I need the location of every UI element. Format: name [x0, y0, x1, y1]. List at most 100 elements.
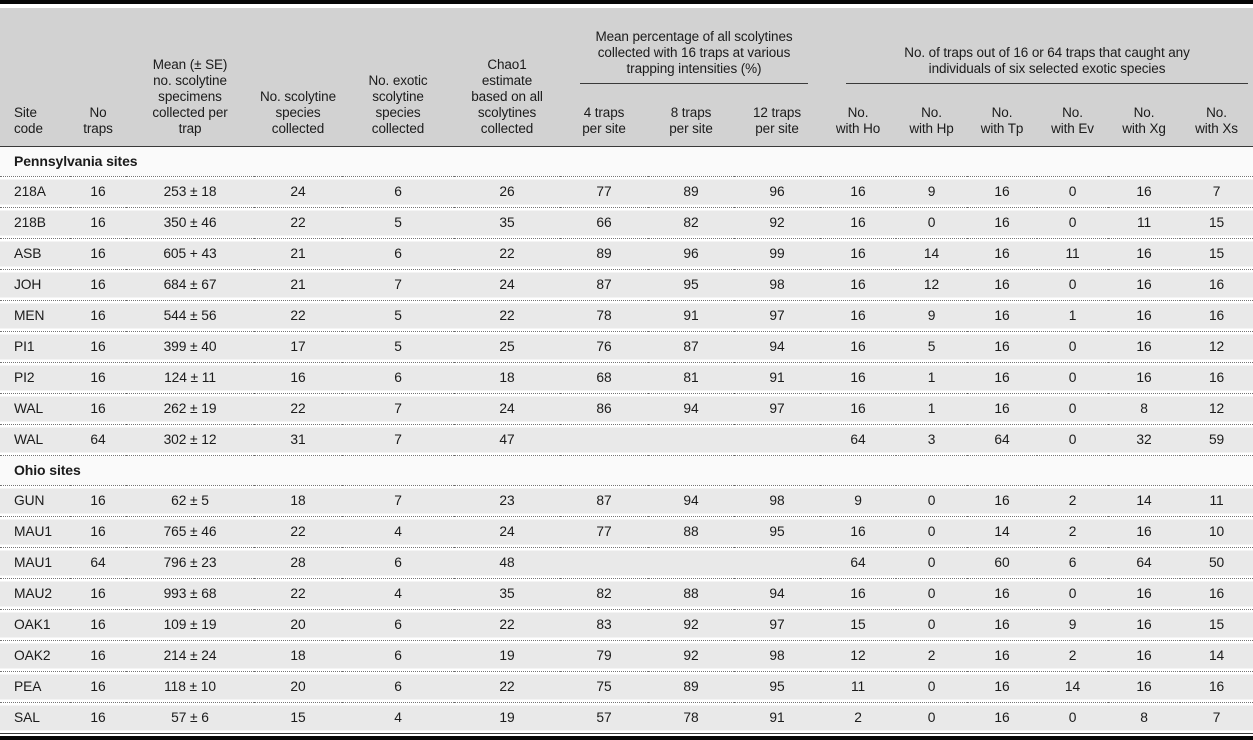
- cell-traps: 16: [70, 268, 126, 300]
- cell-tp: 16: [967, 206, 1037, 238]
- cell-chao1: 22: [454, 299, 560, 331]
- cell-t8: 92: [648, 608, 734, 640]
- cell-species: 21: [254, 237, 342, 269]
- cell-exotic: 6: [342, 546, 454, 578]
- table-top-rule: [0, 0, 1253, 4]
- cell-ev: 14: [1037, 670, 1108, 702]
- cell-species: 22: [254, 392, 342, 424]
- cell-ho: 16: [820, 175, 896, 207]
- cell-tp: 14: [967, 515, 1037, 547]
- cell-traps: 16: [70, 299, 126, 331]
- cell-site: WAL: [0, 392, 70, 424]
- cell-exotic: 4: [342, 515, 454, 547]
- cell-site: 218B: [0, 206, 70, 238]
- table-row: SAL 16 57 ± 6 15 4 19 57 78 91 2 0 16 0 8 7: [0, 701, 1253, 734]
- cell-t12: 92: [734, 206, 820, 238]
- cell-ev: 0: [1037, 206, 1108, 238]
- cell-t4: 82: [560, 577, 648, 609]
- cell-xs: 10: [1180, 515, 1253, 547]
- cell-xg: 32: [1108, 423, 1180, 455]
- cell-chao1: 24: [454, 392, 560, 424]
- cell-species: 22: [254, 515, 342, 547]
- cell-traps: 16: [70, 608, 126, 640]
- cell-exotic: 6: [342, 175, 454, 207]
- cell-xg: 14: [1108, 484, 1180, 516]
- cell-tp: 16: [967, 484, 1037, 516]
- cell-site: MAU1: [0, 546, 70, 578]
- cell-traps: 16: [70, 670, 126, 702]
- data-table: Site code No traps Mean (± SE) no. scoly…: [0, 8, 1253, 734]
- cell-t4: 79: [560, 639, 648, 671]
- cell-hp: 0: [896, 546, 967, 578]
- cell-species: 24: [254, 175, 342, 207]
- cell-chao1: 23: [454, 484, 560, 516]
- group-title-exotic-species-traps: No. of traps out of 16 or 64 traps that …: [846, 45, 1249, 84]
- cell-t12: [734, 546, 820, 578]
- cell-mean: 765 ± 46: [126, 515, 254, 547]
- cell-t8: 78: [648, 701, 734, 734]
- cell-species: 22: [254, 299, 342, 331]
- cell-mean: 109 ± 19: [126, 608, 254, 640]
- cell-t8: [648, 423, 734, 455]
- cell-site: MAU2: [0, 577, 70, 609]
- cell-ho: 16: [820, 268, 896, 300]
- col-header-with-tp: No. with Tp: [967, 100, 1037, 146]
- cell-hp: 12: [896, 268, 967, 300]
- cell-ev: 0: [1037, 361, 1108, 393]
- cell-xs: 15: [1180, 237, 1253, 269]
- cell-mean: 993 ± 68: [126, 577, 254, 609]
- col-header-exotic-species: No. exotic scolytine species collected: [342, 8, 454, 146]
- cell-t4: 57: [560, 701, 648, 734]
- cell-xs: 16: [1180, 361, 1253, 393]
- cell-t12: 96: [734, 175, 820, 207]
- table-row: OAK2 16 214 ± 24 18 6 19 79 92 98 12 2 16 2 16 14: [0, 639, 1253, 671]
- cell-species: 16: [254, 361, 342, 393]
- cell-ho: 64: [820, 423, 896, 455]
- cell-mean: 684 ± 67: [126, 268, 254, 300]
- cell-t8: 92: [648, 639, 734, 671]
- cell-site: OAK1: [0, 608, 70, 640]
- cell-t4: 89: [560, 237, 648, 269]
- table-row: PEA 16 118 ± 10 20 6 22 75 89 95 11 0 16 14 16 16: [0, 670, 1253, 702]
- cell-t12: 98: [734, 268, 820, 300]
- col-header-chao1: Chao1 estimate based on all scolytines c…: [454, 8, 560, 146]
- cell-xs: 59: [1180, 423, 1253, 455]
- cell-site: PEA: [0, 670, 70, 702]
- cell-t8: 89: [648, 175, 734, 207]
- cell-exotic: 6: [342, 608, 454, 640]
- cell-hp: 9: [896, 175, 967, 207]
- cell-ev: 0: [1037, 268, 1108, 300]
- cell-tp: 16: [967, 639, 1037, 671]
- cell-t12: 97: [734, 299, 820, 331]
- table-row: ASB 16 605 + 43 21 6 22 89 96 99 16 14 16 11 16 15: [0, 237, 1253, 269]
- cell-chao1: 35: [454, 577, 560, 609]
- cell-chao1: 48: [454, 546, 560, 578]
- cell-ev: 0: [1037, 330, 1108, 362]
- col-header-with-hp: No. with Hp: [896, 100, 967, 146]
- cell-site: GUN: [0, 484, 70, 516]
- cell-ho: 64: [820, 546, 896, 578]
- cell-ev: 0: [1037, 175, 1108, 207]
- section-label: Ohio sites: [0, 454, 1253, 485]
- cell-t4: 75: [560, 670, 648, 702]
- cell-xg: 8: [1108, 701, 1180, 734]
- cell-species: 17: [254, 330, 342, 362]
- cell-mean: 399 ± 40: [126, 330, 254, 362]
- cell-traps: 64: [70, 546, 126, 578]
- cell-t8: 94: [648, 484, 734, 516]
- cell-species: 18: [254, 639, 342, 671]
- cell-hp: 0: [896, 577, 967, 609]
- table-bottom-rule: [0, 735, 1253, 740]
- cell-t4: 87: [560, 484, 648, 516]
- cell-mean: 350 ± 46: [126, 206, 254, 238]
- cell-hp: 0: [896, 670, 967, 702]
- cell-species: 22: [254, 206, 342, 238]
- cell-traps: 16: [70, 330, 126, 362]
- col-header-4-traps: 4 traps per site: [560, 100, 648, 146]
- cell-tp: 16: [967, 237, 1037, 269]
- cell-t12: 94: [734, 577, 820, 609]
- cell-t12: 97: [734, 608, 820, 640]
- cell-xg: 16: [1108, 670, 1180, 702]
- cell-tp: 64: [967, 423, 1037, 455]
- cell-xs: 16: [1180, 577, 1253, 609]
